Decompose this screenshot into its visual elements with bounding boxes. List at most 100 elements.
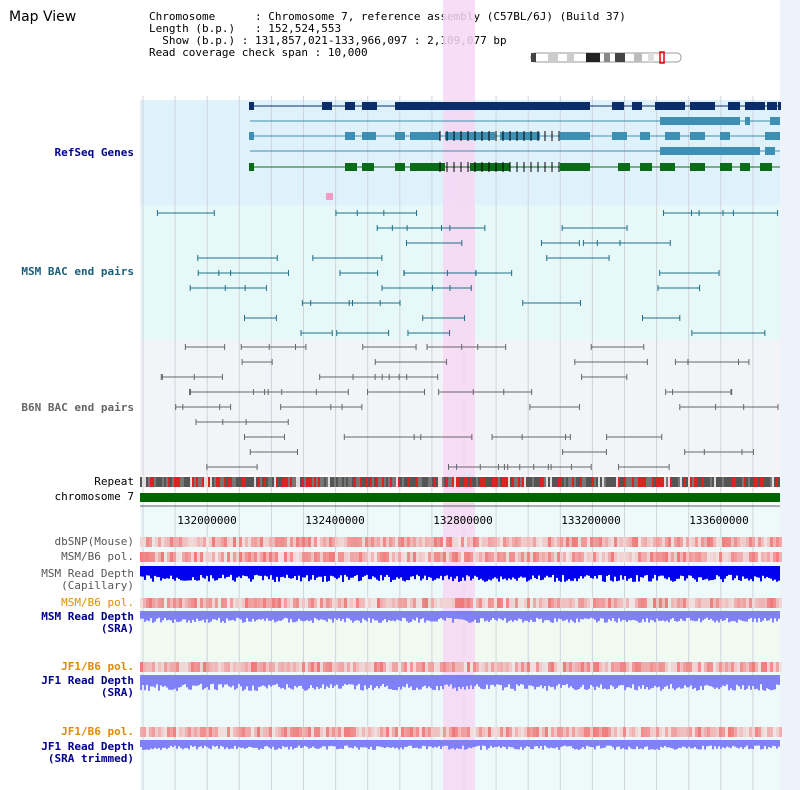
jf1-pol-heat-cell (503, 662, 506, 672)
msm-sra-depth-bar (518, 611, 520, 619)
msm-sra-depth-bar (272, 611, 274, 620)
dbsnp-heat-cell (278, 537, 281, 547)
dbsnp-heat-cell (491, 537, 494, 547)
jf1-sra-depth-bar (436, 675, 438, 687)
msm-pol-heat-cell (440, 552, 443, 562)
repeat-block (140, 477, 142, 487)
jf1-trimmed-depth-bar (510, 740, 512, 748)
msm-sra-depth-bar (632, 611, 634, 620)
jf1-pol-heat-cell (518, 662, 521, 672)
jf1-pol-heat-cell (770, 662, 773, 672)
repeat-block (322, 477, 324, 487)
repeat-block (520, 477, 522, 487)
dbsnp-heat-cell (431, 537, 434, 547)
msm-sra-depth-bar (476, 611, 478, 623)
msm-sra-depth-bar (164, 611, 166, 618)
dbsnp-heat-cell (302, 537, 305, 547)
msm-capillary-depth-bar (566, 566, 568, 581)
msm-pol2-heat-cell (620, 598, 623, 608)
jf1-pol2-heat-cell (473, 727, 476, 737)
msm-pol2-heat-cell (500, 598, 503, 608)
dbsnp-heat-cell (653, 537, 656, 547)
msm-pol-heat-cell (194, 552, 197, 562)
jf1-pol2-heat-cell (647, 727, 650, 737)
msm-sra-depth-bar (640, 611, 642, 623)
ideogram-band (567, 53, 574, 62)
jf1-sra-depth-bar (336, 675, 338, 685)
msm-sra-depth-bar (150, 611, 152, 619)
msm-depth-capillary-label-2: (Capillary) (61, 579, 134, 592)
msm-capillary-depth-bar (594, 566, 596, 577)
jf1-trimmed-depth-bar (576, 740, 578, 750)
dbsnp-heat-cell (206, 537, 209, 547)
jf1-trimmed-depth-bar (726, 740, 728, 747)
jf1-pol-heat-cell (554, 662, 557, 672)
msm-capillary-depth-bar (682, 566, 684, 577)
jf1-pol2-heat-cell (704, 727, 707, 737)
jf1-pol2-heat-cell (212, 727, 215, 737)
repeat-block (638, 477, 640, 487)
repeat-block (618, 477, 620, 487)
repeat-block (292, 477, 294, 487)
dbsnp-heat-cell (710, 537, 713, 547)
jf1-pol2-heat-cell (149, 727, 152, 737)
jf1-pol2-heat-cell (248, 727, 251, 737)
msm-capillary-depth-bar (444, 566, 446, 577)
jf1-pol-heat-cell (488, 662, 491, 672)
msm-pol2-heat-cell (515, 598, 518, 608)
repeat-block (364, 477, 366, 487)
msm-pol2-heat-cell (728, 598, 731, 608)
msm-capillary-depth-bar (178, 566, 180, 579)
msm-sra-depth-bar (442, 611, 444, 620)
jf1-pol-heat-cell (689, 662, 692, 672)
repeat-block (316, 477, 318, 487)
repeat-block (442, 477, 444, 487)
jf1-pol2-heat-cell (143, 727, 146, 737)
msm-sra-depth-bar (530, 611, 532, 620)
dbsnp-heat-cell (542, 537, 545, 547)
msm-capillary-depth-bar (146, 566, 148, 576)
msm-sra-depth-bar (664, 611, 666, 622)
repeat-block (236, 477, 238, 487)
repeat-block (498, 477, 500, 487)
jf1-trimmed-depth-bar (742, 740, 744, 749)
dbsnp-heat-cell (686, 537, 689, 547)
jf1-pol-heat-cell (509, 662, 512, 672)
msm-capillary-depth-bar (508, 566, 510, 579)
jf1-trimmed-depth-bar (634, 740, 636, 750)
dbsnp-heat-cell (392, 537, 395, 547)
dbsnp-heat-cell (335, 537, 338, 547)
msm-pol2-heat-cell (599, 598, 602, 608)
msm-sra-depth-bar (312, 611, 314, 623)
msm-pol-heat-cell (671, 552, 674, 562)
jf1-pol-heat-cell (461, 662, 464, 672)
gene-exon (405, 102, 590, 110)
jf1-trimmed-depth-bar (678, 740, 680, 748)
msm-capillary-depth-bar (522, 566, 524, 578)
msm-sra-depth-bar (438, 611, 440, 619)
msm-capillary-depth-bar (662, 566, 664, 576)
jf1-sra-depth-bar (182, 675, 184, 685)
msm-sra-depth-bar (316, 611, 318, 620)
dbsnp-heat-cell (290, 537, 293, 547)
coverage-key: Read coverage check span (149, 46, 308, 59)
gene-exon (322, 102, 332, 110)
msm-capillary-depth-bar (768, 566, 770, 578)
repeat-block (206, 477, 208, 487)
repeat-block (460, 477, 462, 487)
msm-capillary-depth-bar (598, 566, 600, 576)
jf1-trimmed-depth-bar (356, 740, 358, 748)
jf1-pol2-heat-cell (194, 727, 197, 737)
jf1-pol2-heat-cell (200, 727, 203, 737)
msm-sra-depth-bar (526, 611, 528, 621)
dbsnp-heat-cell (608, 537, 611, 547)
gene-exon (760, 163, 772, 171)
msm-pol-heat-cell (359, 552, 362, 562)
msm-sra-depth-bar (576, 611, 578, 619)
msm-capillary-depth-bar (436, 566, 438, 579)
jf1-trimmed-depth-bar (698, 740, 700, 750)
jf1-sra-depth-bar (472, 675, 474, 690)
repeat-block (354, 477, 356, 487)
